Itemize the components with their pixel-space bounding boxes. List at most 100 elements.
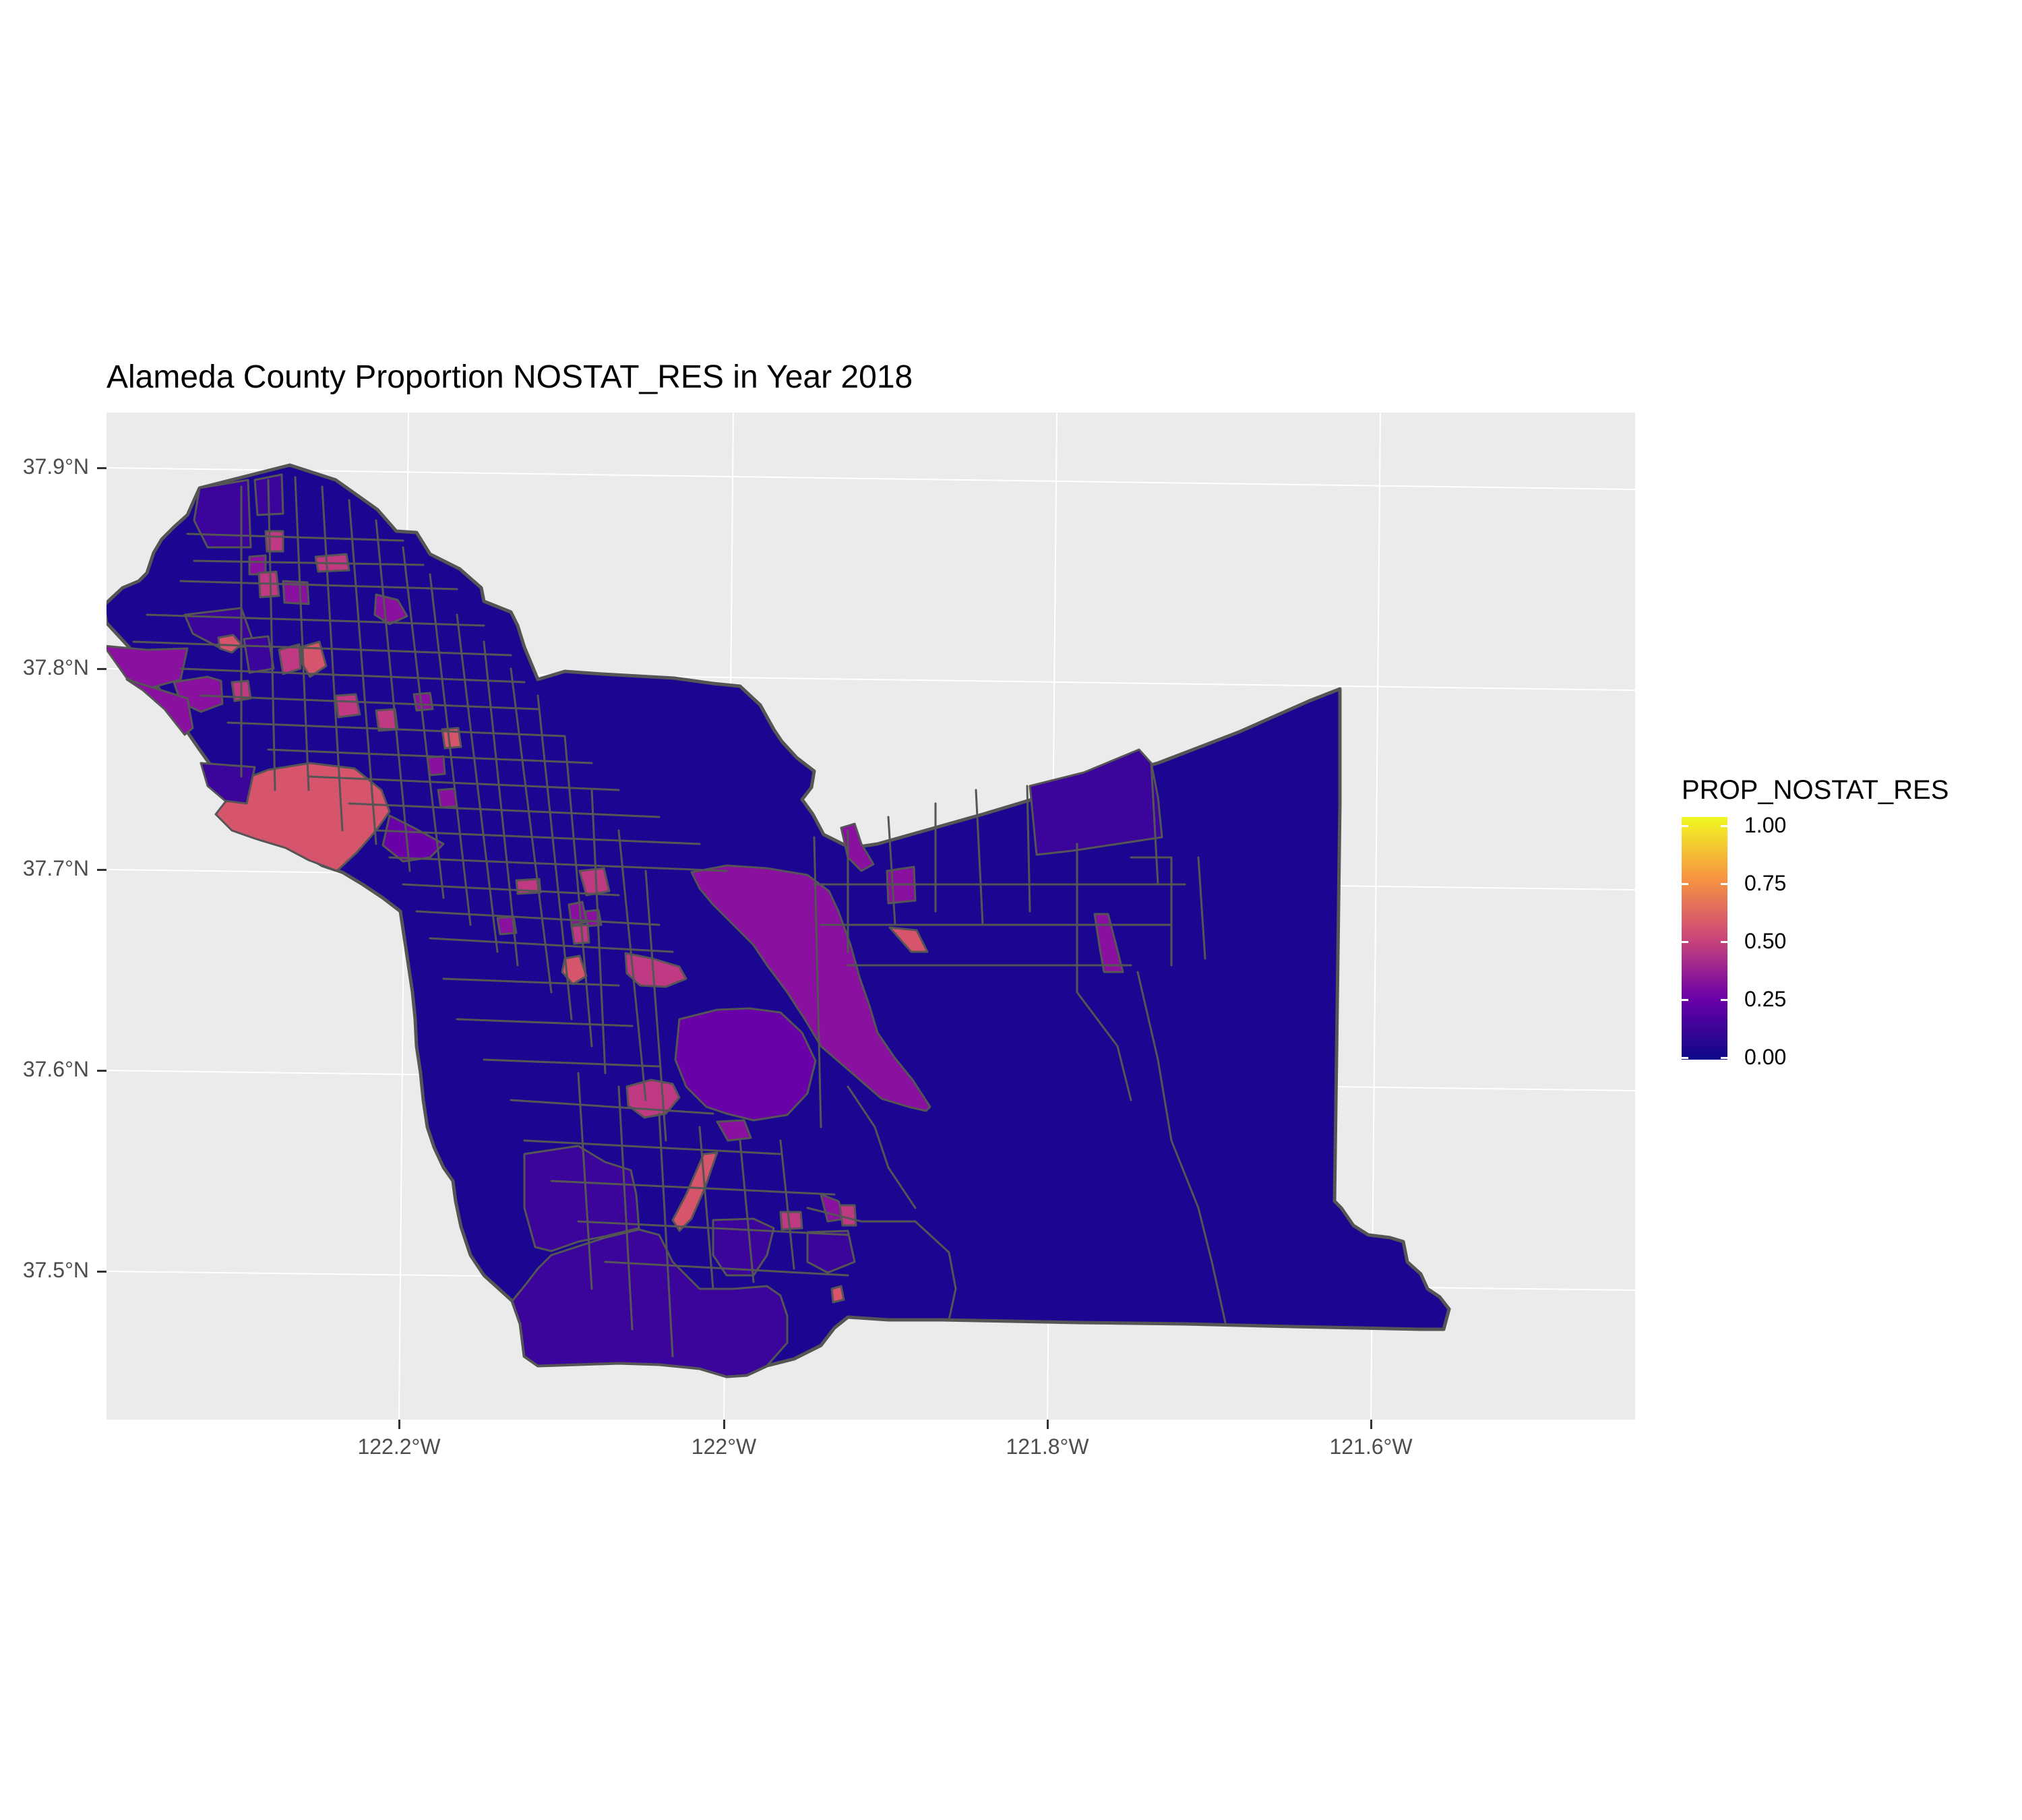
x-label-122-0: 122°W xyxy=(691,1434,757,1459)
tract-newark-a xyxy=(712,1217,775,1277)
tract-warm-springs xyxy=(830,1285,845,1304)
tract-boundary-line xyxy=(604,1261,849,1277)
map-svg xyxy=(106,413,1635,1420)
tract-livermore-east xyxy=(1093,913,1124,973)
tract-boundary-line xyxy=(348,802,661,818)
tract-boundary-line xyxy=(132,640,512,657)
y-tick-37-5 xyxy=(97,1271,106,1273)
tract-boundary-line xyxy=(1197,856,1206,960)
tract-boundary-line xyxy=(617,829,647,1101)
tract-boundary-line xyxy=(1150,762,1159,886)
legend-label-0-50: 0.50 xyxy=(1744,929,1787,953)
tract-boundary-line xyxy=(267,748,593,764)
legend-label-1-00: 1.00 xyxy=(1744,813,1787,837)
tract-boundary-line xyxy=(294,476,310,791)
tract-fremont-west xyxy=(523,1145,640,1252)
tract-boundary-line xyxy=(510,1099,714,1115)
legend-label-0-00: 0.00 xyxy=(1744,1045,1787,1069)
tract-hayward-b xyxy=(624,952,687,988)
x-label-122-2: 122.2°W xyxy=(357,1434,441,1459)
tract-downtown-b xyxy=(278,643,302,675)
tract-boundary-line xyxy=(550,1180,836,1196)
tract-boundary-line xyxy=(456,613,499,953)
tract-lake-a xyxy=(334,693,361,719)
tract-pleasanton-ridge xyxy=(690,864,931,1112)
tract-hills-a xyxy=(373,593,408,626)
tract-boundary-line xyxy=(813,836,822,1128)
legend-tick-0-00-right xyxy=(1721,1057,1727,1059)
tract-boundary-line xyxy=(617,1085,634,1331)
tract-berkeley-nw xyxy=(193,479,252,549)
tract-boundary-line xyxy=(375,829,701,845)
x-label-121-8: 121.8°W xyxy=(1006,1434,1089,1459)
tract-fruitvale-b xyxy=(441,727,462,750)
tract-bay-farm xyxy=(381,814,445,863)
tract-downtown-c xyxy=(243,635,275,674)
tract-boundary-line xyxy=(146,613,485,627)
tract-berkeley-a xyxy=(264,530,284,553)
legend-tick-0-75-left xyxy=(1682,883,1688,885)
tract-boundary-line xyxy=(186,533,404,542)
tract-boundary-line xyxy=(179,580,458,590)
legend-tick-1-00-left xyxy=(1682,825,1688,827)
y-label-37-6: 37.6°N xyxy=(22,1057,89,1081)
legend-tick-1-00-right xyxy=(1721,825,1727,827)
tract-boundary-line xyxy=(1076,991,1132,1101)
tract-boundary-line xyxy=(193,559,425,566)
tract-fremont-bay xyxy=(511,1228,789,1378)
tract-west-oakland-a xyxy=(106,644,189,690)
tract-boundary-line xyxy=(698,1126,714,1290)
x-tick-122-2 xyxy=(398,1420,400,1429)
tract-boundary-line xyxy=(779,1139,795,1270)
y-label-37-8: 37.8°N xyxy=(22,655,89,679)
tract-boundary-line xyxy=(887,1166,917,1209)
tract-boundary-line xyxy=(523,1139,782,1155)
tract-boundary-line xyxy=(739,1139,755,1283)
map-panel xyxy=(106,413,1635,1420)
legend-tick-0-00-left xyxy=(1682,1057,1688,1059)
tract-fremont-b xyxy=(716,1119,752,1142)
tract-boundary-line xyxy=(321,485,344,832)
tract-boundary-line xyxy=(887,816,896,926)
tract-boundary-line xyxy=(179,667,526,684)
y-tick-37-8 xyxy=(97,668,106,670)
tract-castro-valley-c xyxy=(674,1007,817,1122)
legend-tick-0-25-left xyxy=(1682,999,1688,1001)
legend-colorbar xyxy=(1682,817,1727,1060)
tract-fremont-e xyxy=(838,1204,857,1227)
tract-hayward-a xyxy=(561,954,588,985)
tract-boundary-line xyxy=(537,694,573,1021)
tract-fremont-f xyxy=(806,1230,856,1274)
x-tick-121-6 xyxy=(1370,1420,1372,1429)
tract-boundary-line xyxy=(1136,971,1227,1324)
tract-boundary-line xyxy=(442,977,620,987)
legend-label-0-25: 0.25 xyxy=(1744,987,1787,1011)
tract-lake-b xyxy=(412,692,434,712)
gridline-lat-37-9 xyxy=(106,467,1635,490)
tract-alameda-west xyxy=(200,762,256,805)
tract-boundary-line xyxy=(483,1058,661,1068)
tract-boundary-line xyxy=(577,1220,849,1236)
legend-tick-0-50-left xyxy=(1682,941,1688,943)
tract-boundary-line xyxy=(1026,785,1031,913)
legend-label-0-75: 0.75 xyxy=(1744,871,1787,895)
tract-boundary-line xyxy=(577,1072,593,1290)
tract-dublin-c xyxy=(888,926,929,953)
tract-boundary-line xyxy=(563,735,593,1048)
tract-boundary-line xyxy=(975,789,984,926)
x-tick-122-0 xyxy=(723,1420,725,1429)
legend-tick-0-50-right xyxy=(1721,941,1727,943)
x-label-121-6: 121.6°W xyxy=(1329,1434,1413,1459)
y-tick-37-9 xyxy=(97,467,106,469)
legend-tick-0-25-right xyxy=(1721,999,1727,1001)
tract-boundary-line xyxy=(644,870,667,1142)
tract-boundary-line xyxy=(402,546,445,899)
tract-boundary-line xyxy=(200,694,539,710)
tract-fremont-a xyxy=(671,1151,718,1232)
tract-boundary-line xyxy=(806,1207,957,1321)
tract-boundary-line xyxy=(375,519,411,872)
y-tick-37-6 xyxy=(97,1070,106,1072)
tract-boundary-line xyxy=(307,775,620,791)
tract-boundary-line xyxy=(348,499,377,845)
legend-title: PROP_NOSTAT_RES xyxy=(1682,775,1949,805)
